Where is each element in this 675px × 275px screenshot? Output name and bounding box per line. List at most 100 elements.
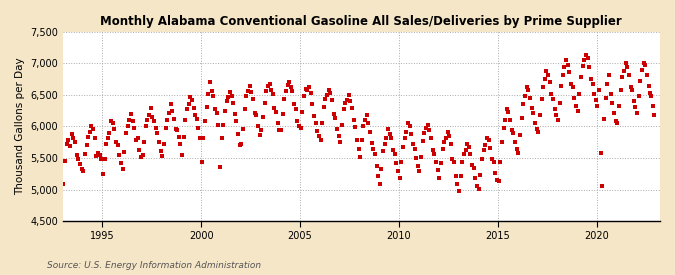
Point xyxy=(81,142,92,147)
Point xyxy=(361,113,372,117)
Point xyxy=(231,119,242,123)
Point xyxy=(427,148,438,153)
Point xyxy=(117,167,128,171)
Point xyxy=(256,127,267,132)
Point xyxy=(279,97,290,101)
Point xyxy=(203,92,214,97)
Point xyxy=(554,100,565,105)
Point xyxy=(138,139,149,144)
Point xyxy=(533,129,543,134)
Point xyxy=(381,136,392,140)
Point xyxy=(564,70,575,75)
Point xyxy=(386,136,397,141)
Point xyxy=(580,53,591,57)
Point xyxy=(335,139,346,144)
Point xyxy=(292,119,303,123)
Title: Monthly Alabama Conventional Gasoline All Sales/Deliveries by Prime Supplier: Monthly Alabama Conventional Gasoline Al… xyxy=(101,15,622,28)
Point xyxy=(571,103,582,108)
Point xyxy=(574,92,585,96)
Point xyxy=(547,97,558,101)
Point xyxy=(584,64,595,69)
Point xyxy=(628,98,639,103)
Point xyxy=(544,80,555,85)
Point xyxy=(153,140,164,144)
Point xyxy=(375,182,385,187)
Point xyxy=(234,142,245,147)
Point xyxy=(103,136,113,141)
Point xyxy=(603,73,614,77)
Point xyxy=(80,152,90,156)
Point xyxy=(63,138,74,142)
Point xyxy=(145,105,156,110)
Point xyxy=(72,153,82,158)
Point xyxy=(635,79,646,83)
Point xyxy=(373,174,383,178)
Point xyxy=(401,129,412,134)
Point xyxy=(327,98,338,102)
Point xyxy=(602,81,613,86)
Point xyxy=(579,58,590,62)
Point xyxy=(369,152,380,156)
Point xyxy=(419,131,430,136)
Point xyxy=(446,141,456,146)
Point xyxy=(185,95,196,99)
Point xyxy=(127,119,138,124)
Point xyxy=(305,91,316,95)
Point xyxy=(175,141,186,146)
Point xyxy=(252,124,263,128)
Point xyxy=(319,105,329,109)
Point xyxy=(399,136,410,140)
Point xyxy=(553,118,564,122)
Point xyxy=(230,112,240,116)
Point xyxy=(457,160,468,164)
Point xyxy=(516,116,527,120)
Point xyxy=(535,113,545,117)
Point xyxy=(106,119,117,124)
Point xyxy=(408,142,418,146)
Point xyxy=(192,117,202,121)
Point xyxy=(416,155,427,159)
Point xyxy=(389,152,400,156)
Point xyxy=(637,68,647,72)
Point xyxy=(211,111,222,116)
Point xyxy=(425,136,436,140)
Point xyxy=(144,113,155,117)
Point xyxy=(193,126,204,130)
Point xyxy=(188,105,199,110)
Point xyxy=(254,133,265,137)
Point xyxy=(421,126,431,130)
Point xyxy=(502,107,512,111)
Point xyxy=(344,93,354,97)
Point xyxy=(539,77,550,81)
Point xyxy=(520,94,531,98)
Point xyxy=(148,119,159,124)
Point xyxy=(498,126,509,130)
Point xyxy=(475,173,486,177)
Point xyxy=(248,97,259,101)
Point xyxy=(186,98,197,102)
Point xyxy=(121,131,132,136)
Point xyxy=(198,136,209,140)
Point xyxy=(521,85,532,90)
Point xyxy=(558,73,568,77)
Point xyxy=(443,134,454,138)
Point xyxy=(168,117,179,121)
Point xyxy=(223,95,234,100)
Point xyxy=(282,83,293,87)
Point xyxy=(614,104,624,109)
Point xyxy=(513,151,524,155)
Point xyxy=(414,169,425,174)
Point xyxy=(551,113,562,117)
Point xyxy=(104,131,115,135)
Point xyxy=(383,127,394,131)
Point xyxy=(503,110,514,114)
Point xyxy=(201,105,212,109)
Point xyxy=(472,183,483,188)
Point xyxy=(287,88,298,93)
Point xyxy=(308,114,319,119)
Point xyxy=(424,128,435,133)
Point xyxy=(398,144,408,149)
Point xyxy=(561,58,572,62)
Point xyxy=(307,102,318,107)
Point xyxy=(129,126,140,130)
